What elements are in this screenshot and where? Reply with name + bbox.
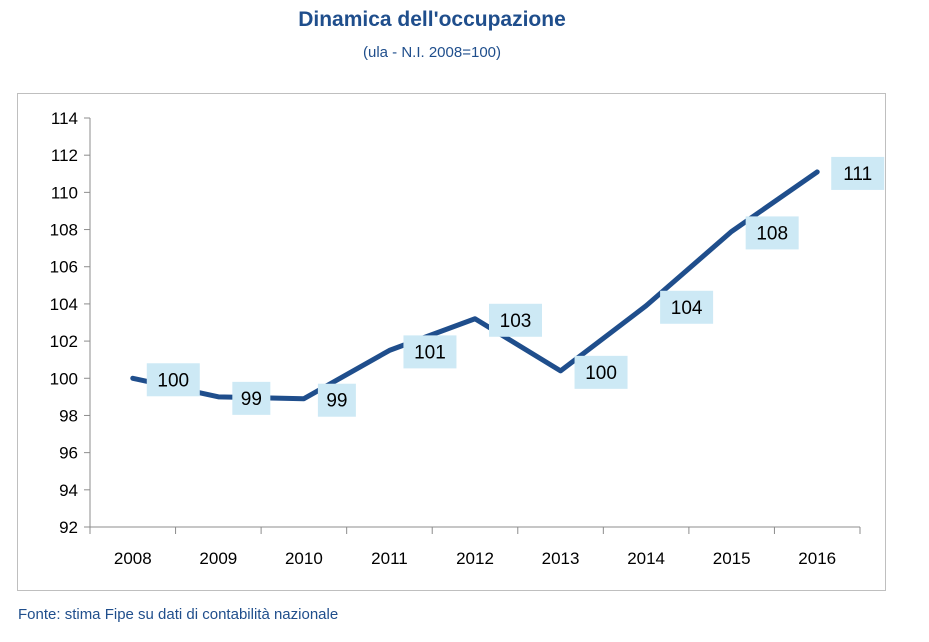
y-tick-label: 110 — [51, 183, 78, 202]
data-label-text: 99 — [241, 389, 262, 410]
source-note: Fonte: stima Fipe su dati di contabilità… — [18, 606, 339, 623]
y-tick-label: 100 — [50, 369, 78, 388]
data-label: 99 — [317, 383, 356, 417]
data-label: 100 — [574, 355, 628, 389]
data-label: 101 — [403, 335, 457, 369]
data-label-text: 100 — [585, 363, 617, 384]
data-label-bg — [831, 156, 885, 190]
data-label-text: 104 — [671, 298, 703, 319]
data-label: 104 — [660, 290, 714, 324]
data-label-text: 101 — [414, 342, 446, 363]
chart-subtitle: (ula - N.I. 2008=100) — [363, 44, 501, 61]
x-tick-label: 2012 — [456, 549, 494, 568]
data-label-text: 108 — [756, 223, 788, 244]
data-label-bg — [232, 381, 271, 415]
x-tick-label: 2013 — [542, 549, 580, 568]
x-tick-label: 2008 — [114, 549, 152, 568]
data-label: 111 — [831, 156, 885, 190]
data-line — [130, 169, 820, 402]
data-label-text: 103 — [500, 311, 532, 332]
x-tick-label: 2011 — [371, 549, 408, 568]
y-tick-label: 92 — [59, 518, 78, 537]
y-tick-label: 96 — [59, 444, 78, 463]
data-label: 103 — [489, 303, 542, 337]
y-tick-label: 106 — [50, 258, 78, 277]
y-tick-label: 94 — [59, 481, 78, 500]
data-label: 108 — [745, 216, 799, 250]
data-label-bg — [146, 363, 200, 397]
data-label-text: 100 — [157, 370, 189, 391]
plot-frame — [17, 93, 886, 591]
x-tick-label: 2014 — [627, 549, 665, 568]
data-label: 99 — [232, 381, 271, 415]
y-tick-label: 98 — [59, 406, 78, 425]
y-tick-label: 104 — [50, 295, 78, 314]
data-label-bg — [574, 355, 628, 389]
data-label-text: 111 — [843, 164, 872, 185]
x-tick-label: 2010 — [285, 549, 323, 568]
data-label: 100 — [146, 363, 200, 397]
y-tick-label: 102 — [50, 332, 78, 351]
data-label-bg — [660, 290, 714, 324]
y-tick-label: 114 — [51, 109, 78, 128]
x-tick-label: 2015 — [713, 549, 751, 568]
data-label-bg — [745, 216, 799, 250]
chart-title: Dinamica dell'occupazione — [298, 8, 566, 31]
x-tick-label: 2016 — [798, 549, 836, 568]
data-label-bg — [489, 303, 542, 337]
y-tick-label: 112 — [51, 146, 78, 165]
data-label-bg — [317, 383, 356, 417]
data-label-text: 99 — [326, 391, 347, 412]
y-tick-label: 108 — [50, 221, 78, 240]
data-label-bg — [403, 335, 457, 369]
x-tick-label: 2009 — [199, 549, 237, 568]
